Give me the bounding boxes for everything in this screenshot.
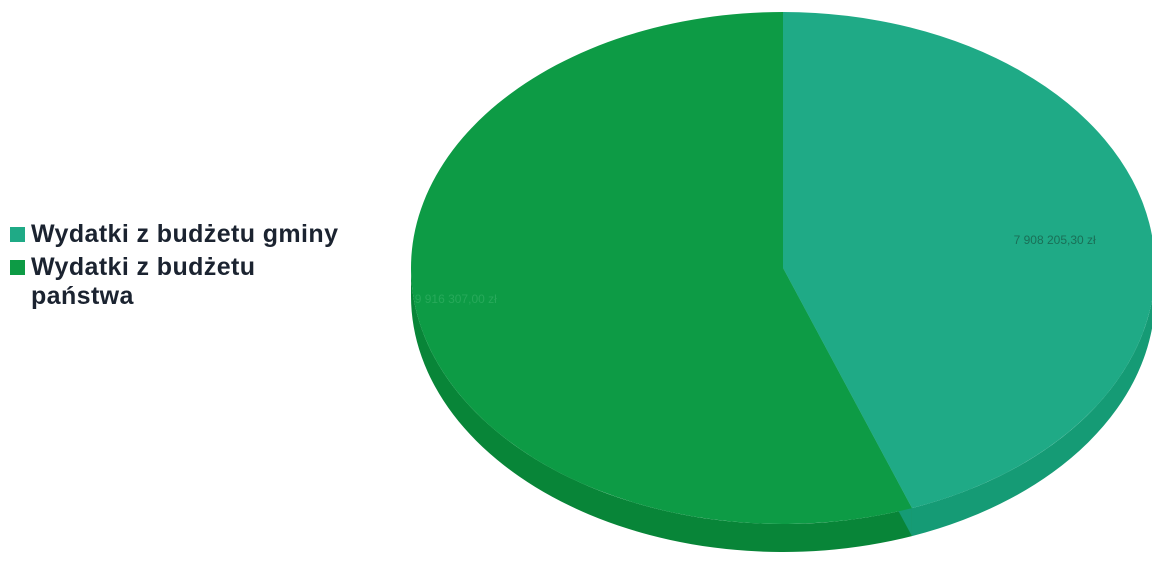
pie-slice-1 bbox=[411, 12, 912, 524]
data-label-0: 7 908 205,30 zł bbox=[1014, 233, 1096, 247]
legend-item-gmina: Wydatki z budżetu gminy bbox=[10, 220, 410, 249]
pie-slice-0 bbox=[783, 12, 1152, 509]
pie-side-1 bbox=[411, 268, 912, 552]
legend-item-panstwo: Wydatki z budżetu państwa bbox=[10, 253, 410, 311]
legend-swatch-panstwo bbox=[10, 260, 25, 275]
legend-label-gmina: Wydatki z budżetu gminy bbox=[31, 220, 339, 248]
legend-label-panstwo: Wydatki z budżetu państwa bbox=[31, 253, 256, 310]
legend-swatch-gmina bbox=[10, 227, 25, 242]
pie-side-0 bbox=[911, 300, 1152, 537]
chart-legend: Wydatki z budżetu gminy Wydatki z budżet… bbox=[10, 220, 410, 315]
data-label-1: 9 916 307,00 zł bbox=[415, 292, 497, 306]
